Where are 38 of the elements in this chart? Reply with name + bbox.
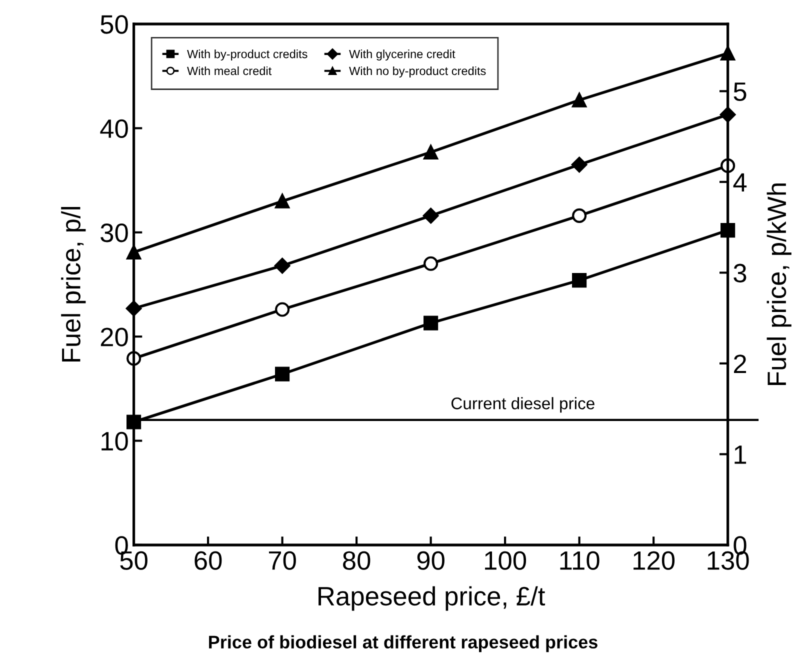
x-tick-label: 110 <box>560 551 600 570</box>
point <box>275 302 290 317</box>
point <box>572 208 587 224</box>
y2-tick-label: 4 <box>733 173 747 192</box>
point <box>274 258 290 274</box>
x-tick-label: 80 <box>343 551 370 570</box>
y-axis-title: Fuel price, p/l <box>61 207 86 362</box>
point <box>424 316 438 330</box>
point <box>275 194 290 208</box>
ref-line-label: Current diesel price <box>451 397 594 413</box>
x-tick-label: 100 <box>485 551 526 570</box>
legend-label: With meal credit <box>187 66 272 76</box>
point <box>572 92 587 108</box>
x-axis-title: Rapeseed price, £/t <box>318 586 546 611</box>
y2-tick-label: 3 <box>734 264 746 282</box>
point <box>424 144 438 160</box>
y-tick-label: 10 <box>102 432 128 451</box>
y2-tick-label: 5 <box>734 82 746 101</box>
y-tick-label: 30 <box>100 224 128 242</box>
x-tick-label: 60 <box>194 551 222 570</box>
y-tick-label: 20 <box>100 328 128 346</box>
y2-tick-label: 1 <box>734 446 746 464</box>
point <box>424 256 438 271</box>
x-tick-label: 90 <box>417 551 444 570</box>
legend-label: With glycerine credit <box>349 50 456 61</box>
x-tick-label: 120 <box>634 551 675 570</box>
y2-axis-title: Fuel price, p/kWh <box>766 184 792 385</box>
legend-label: With no by-product credits <box>349 66 486 78</box>
point <box>275 366 290 382</box>
y2-tick-label: 2 <box>734 354 746 373</box>
y-tick-label: 50 <box>100 15 128 34</box>
point <box>571 156 588 173</box>
text: Price of biodiesel at different rapeseed prices <box>209 635 598 652</box>
legend-label: With by-product credits <box>187 50 308 61</box>
point <box>572 273 587 288</box>
point <box>422 208 439 224</box>
y-tick-label: 40 <box>100 119 128 138</box>
x-tick-label: 70 <box>268 551 296 570</box>
